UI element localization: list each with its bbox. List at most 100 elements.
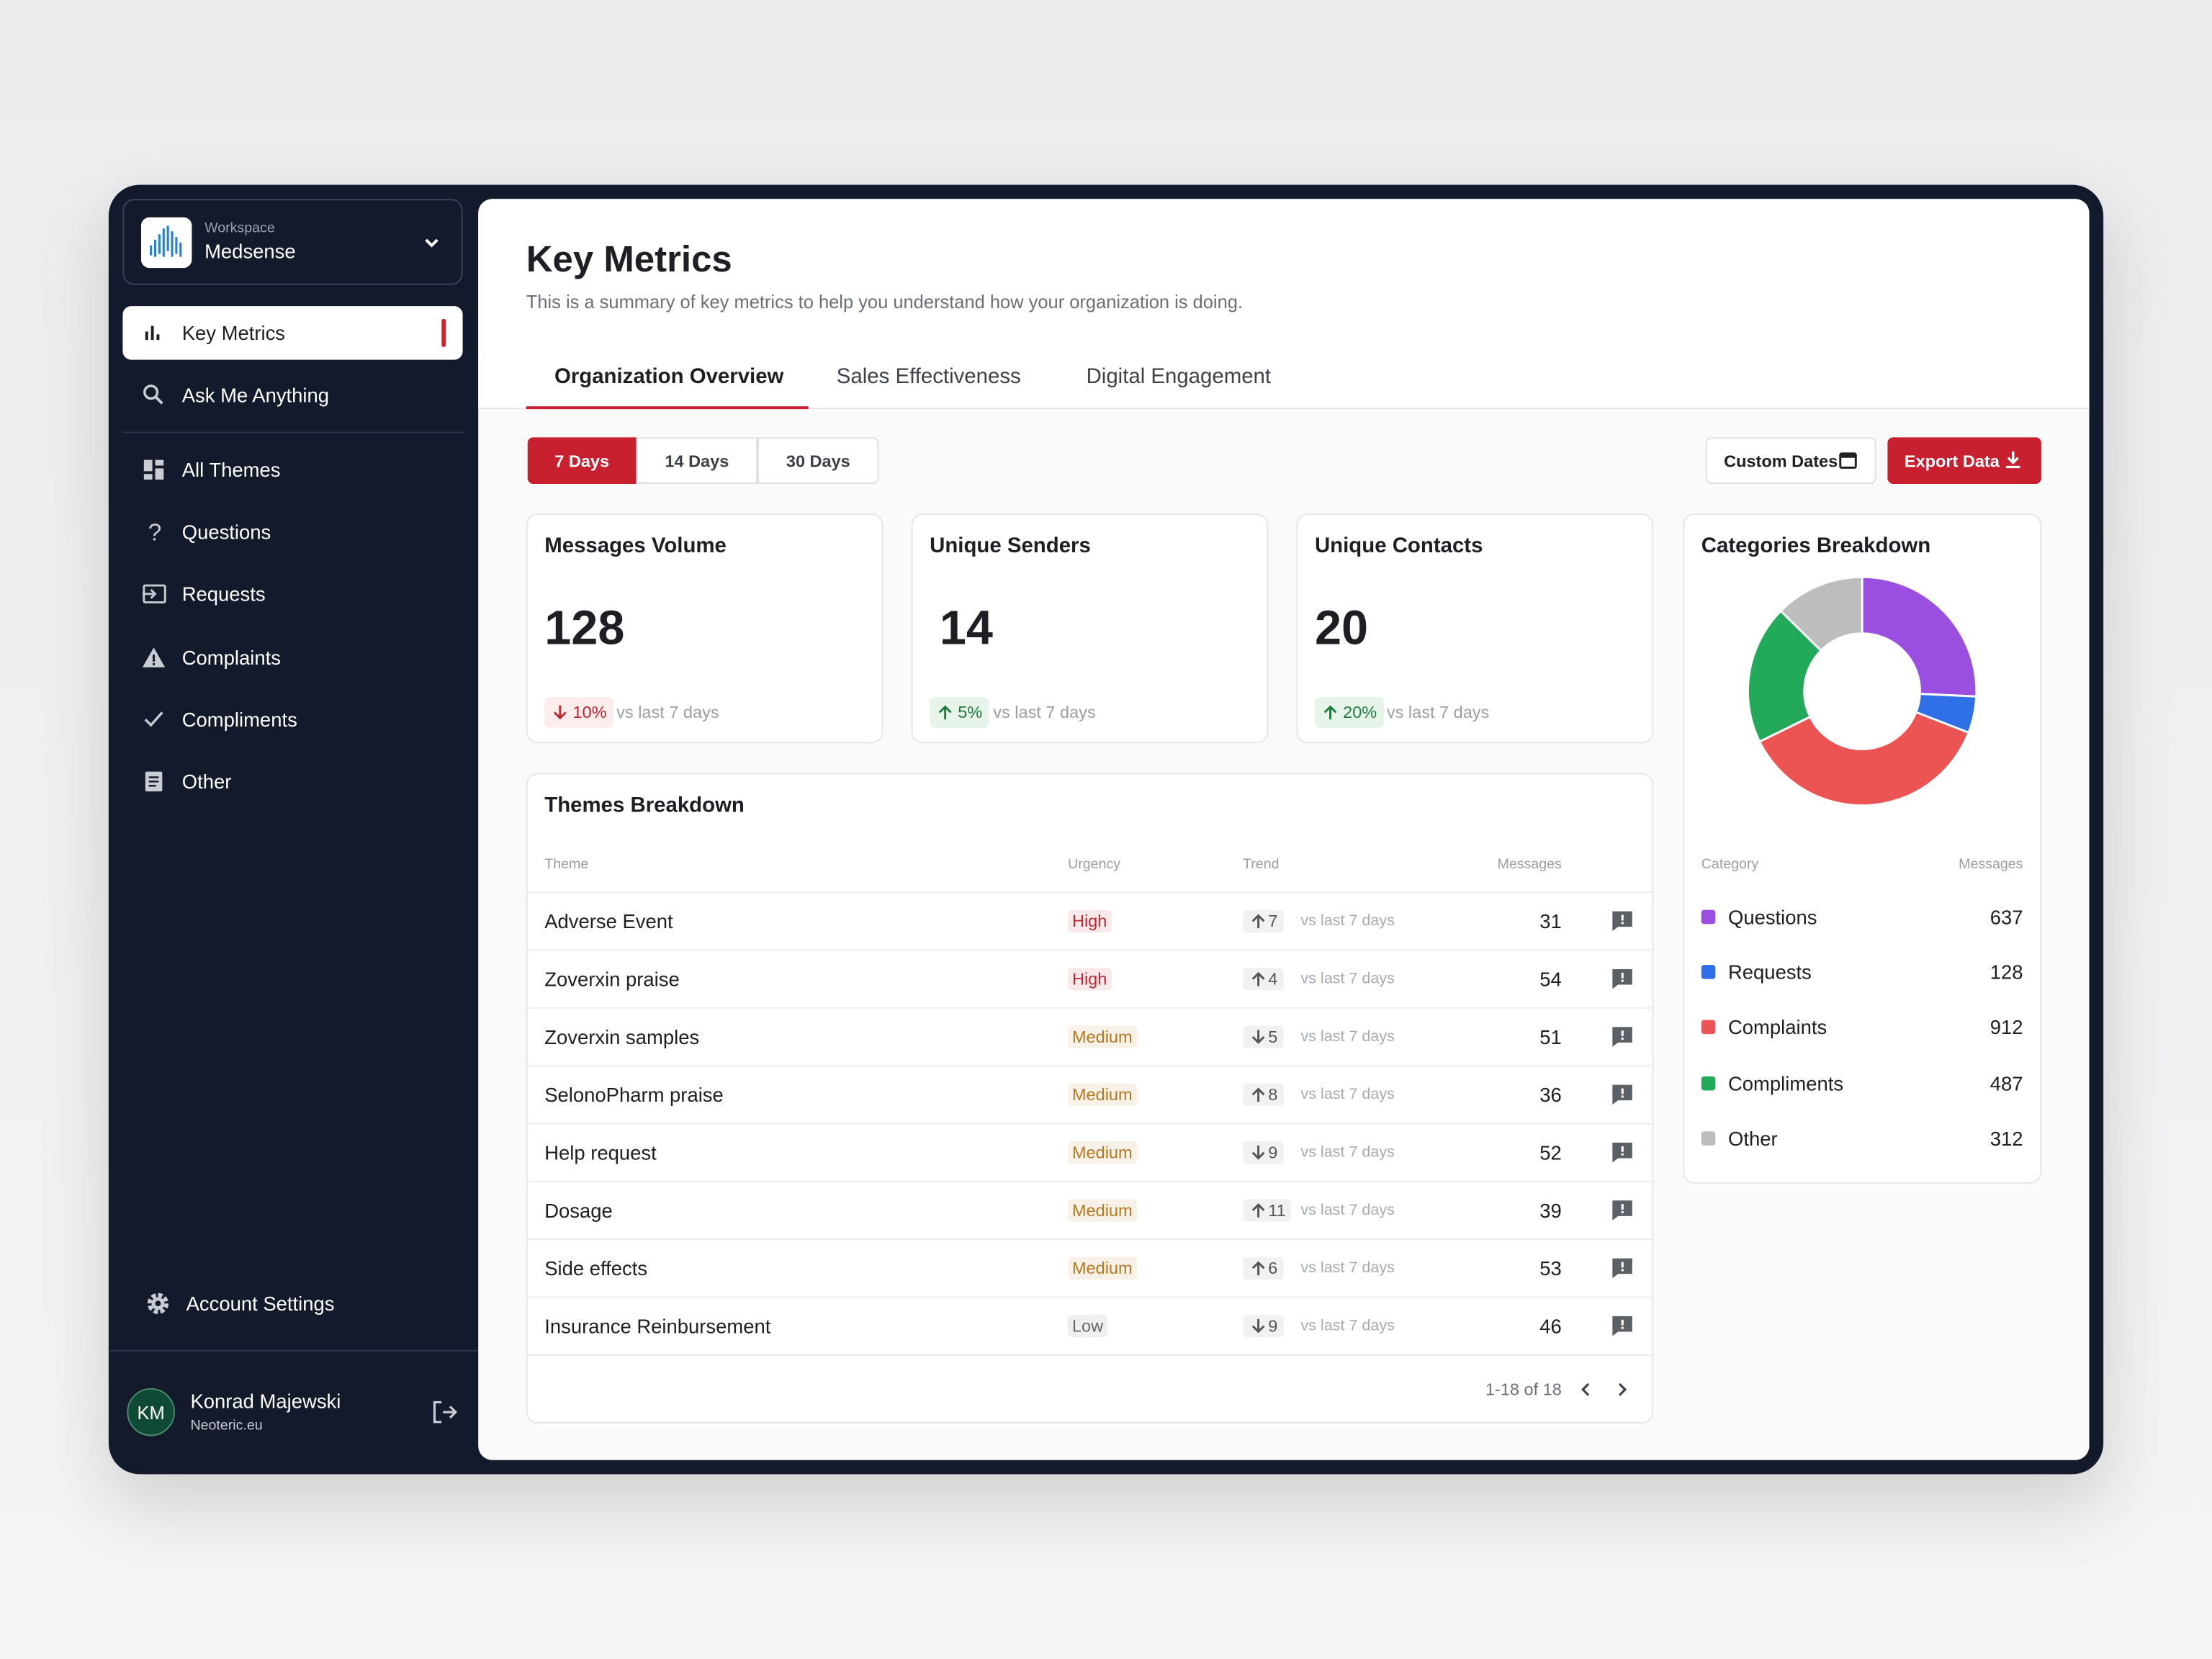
theme-name[interactable]: Zoverxin samples [544, 1025, 700, 1048]
row-divider [527, 1065, 1653, 1067]
nav-active-bg [122, 306, 463, 360]
message-count: 31 [1539, 909, 1562, 933]
nav-icon [143, 459, 164, 480]
nav-item[interactable]: Other [181, 770, 232, 793]
page-subtitle: This is a summary of key metrics to help… [526, 291, 1243, 313]
legend-swatch [1701, 965, 1716, 979]
row-divider [527, 1238, 1653, 1241]
account-settings[interactable]: Account Settings [186, 1292, 335, 1315]
kpi-change: 20% [1314, 696, 1385, 728]
nav-icon [142, 647, 166, 667]
nav-item[interactable]: Requests [181, 583, 266, 606]
trend-note: vs last 7 days [1300, 1086, 1395, 1104]
legend-name: Questions [1727, 905, 1817, 929]
nav-item[interactable]: Complaints [181, 646, 281, 669]
theme-name[interactable]: Dosage [544, 1199, 613, 1222]
trend-note: vs last 7 days [1300, 1317, 1395, 1335]
message-count: 36 [1539, 1083, 1562, 1106]
message-count: 53 [1539, 1256, 1562, 1280]
message-count: 46 [1539, 1314, 1562, 1338]
legend-value: 312 [1990, 1127, 2023, 1150]
message-icon [1612, 1084, 1632, 1105]
row-divider [527, 949, 1653, 951]
row-divider [527, 1296, 1653, 1298]
range-button[interactable]: 30 Days [757, 437, 879, 484]
theme-name[interactable]: Insurance Reinbursement [544, 1314, 771, 1338]
donut-segment [1758, 711, 1970, 807]
trend-note: vs last 7 days [1300, 970, 1395, 988]
kpi-title: Unique Senders [930, 534, 1091, 558]
user-org: Neoteric.eu [190, 1418, 263, 1434]
message-count: 39 [1539, 1199, 1562, 1222]
user-name: Konrad Majewski [190, 1389, 341, 1413]
calendar-icon [1839, 452, 1857, 469]
legend-swatch [1701, 1131, 1716, 1146]
nav-item[interactable]: Key Metrics [181, 321, 285, 345]
nav-item[interactable]: Questions [181, 520, 271, 544]
trend-arrow [1251, 1030, 1265, 1044]
nav-item[interactable]: Compliments [181, 708, 297, 731]
nav-icon [143, 385, 163, 405]
nav-icon [142, 584, 166, 604]
legend-swatch [1701, 1076, 1716, 1091]
legend-swatch [1701, 1020, 1716, 1035]
urgency-badge: Medium [1068, 1141, 1137, 1164]
kpi-value: 128 [544, 601, 625, 656]
column-header: Messages [1497, 857, 1562, 873]
theme-name[interactable]: Adverse Event [544, 909, 673, 933]
tab[interactable]: Organization Overview [554, 364, 784, 389]
column-header: Category [1701, 857, 1759, 873]
trend-arrow [1251, 1203, 1265, 1218]
kpi-value: 20 [1314, 601, 1369, 656]
range-button[interactable]: 14 Days [636, 437, 758, 484]
message-icon [1612, 968, 1632, 989]
download-icon [2005, 451, 2020, 469]
row-divider [527, 1123, 1653, 1125]
workspace-label: Workspace [204, 220, 275, 237]
nav-item[interactable]: Ask Me Anything [181, 383, 330, 407]
change-arrow [553, 705, 567, 720]
legend-name: Complaints [1727, 1015, 1827, 1038]
avatar: KM [127, 1388, 175, 1437]
divider [108, 1349, 479, 1352]
legend-value: 912 [1990, 1015, 2023, 1038]
divider [122, 431, 463, 433]
urgency-badge: Medium [1068, 1083, 1137, 1106]
message-icon [1612, 1027, 1632, 1047]
trend-note: vs last 7 days [1300, 1259, 1395, 1277]
theme-name[interactable]: Help request [544, 1141, 657, 1164]
workspace-switcher[interactable] [122, 199, 463, 285]
message-count: 51 [1539, 1025, 1562, 1048]
tab[interactable]: Digital Engagement [1086, 364, 1272, 389]
categories-title: Categories Breakdown [1701, 534, 1931, 558]
nav-item[interactable]: All Themes [181, 458, 281, 482]
custom-dates[interactable]: Custom Dates [1705, 437, 1876, 484]
theme-name[interactable]: Side effects [544, 1256, 648, 1280]
themes-title: Themes Breakdown [544, 793, 745, 818]
urgency-badge: Medium [1068, 1025, 1137, 1048]
theme-name[interactable]: SelonoPharm praise [544, 1083, 724, 1106]
workspace-logo [140, 217, 192, 269]
urgency-badge: High [1068, 967, 1112, 991]
row-divider [527, 1007, 1653, 1009]
message-count: 52 [1539, 1141, 1562, 1164]
nav-icon: ? [148, 519, 162, 544]
settings-icon [147, 1292, 169, 1314]
trend-note: vs last 7 days [1300, 1028, 1395, 1046]
change-arrow [1323, 705, 1337, 720]
change-arrow [938, 705, 952, 720]
tab[interactable]: Sales Effectiveness [836, 364, 1021, 389]
urgency-badge: Medium [1068, 1199, 1137, 1222]
logout-icon[interactable] [431, 1400, 459, 1425]
themes-card [526, 773, 1654, 1424]
chevron-down [425, 238, 439, 248]
trend-note: vs last 7 days [1300, 1143, 1395, 1161]
theme-name[interactable]: Zoverxin praise [544, 967, 680, 991]
legend-value: 637 [1990, 905, 2023, 929]
nav-icon [145, 771, 163, 792]
range-button[interactable]: 7 Days [527, 437, 637, 484]
workspace-name: Medsense [204, 240, 296, 263]
column-header: Urgency [1068, 857, 1121, 873]
urgency-badge: Medium [1068, 1256, 1137, 1280]
